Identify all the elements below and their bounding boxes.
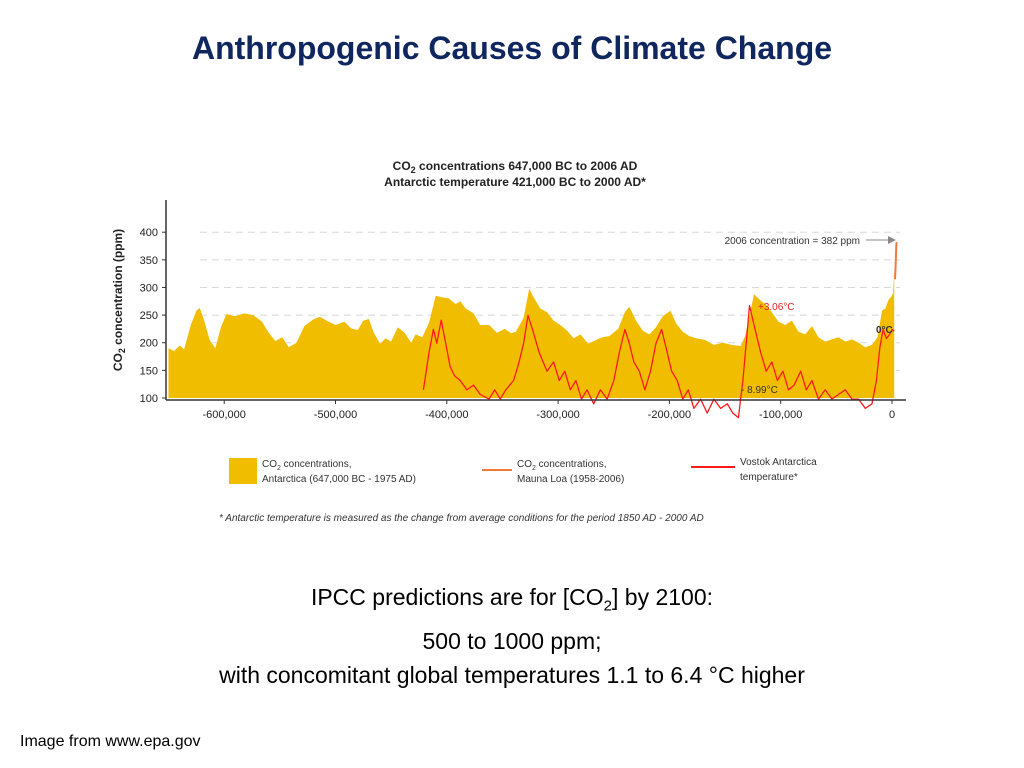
mauna-loa-co2-line <box>894 242 898 280</box>
y-tick-label: 250 <box>140 310 158 322</box>
ipcc-caption: IPCC predictions are for [CO2] by 2100: … <box>0 580 1024 692</box>
mauna-loa-co2-series <box>894 242 898 280</box>
legend: CO2 concentrations, Antarctica (647,000 … <box>229 457 817 485</box>
y-axis-label: CO2 concentration (ppm) <box>111 229 127 371</box>
legend-label-temperature: Vostok Antarctica <box>740 457 817 468</box>
caption-line-3: with concomitant global temperatures 1.1… <box>219 661 805 688</box>
vostok-temperature-series <box>422 304 895 419</box>
svg-text:CO2 concentrations 647,000 BC: CO2 concentrations 647,000 BC to 2006 AD <box>393 159 638 175</box>
svg-text:Antarctica (647,000 BC - 1975: Antarctica (647,000 BC - 1975 AD) <box>262 474 416 485</box>
annotation-zero: 0°C <box>876 325 893 336</box>
svg-text:Mauna Loa (1958-2006): Mauna Loa (1958-2006) <box>517 474 624 485</box>
x-tick-label: -600,000 <box>202 409 245 421</box>
y-tick-label: 400 <box>140 227 158 239</box>
y-tick-label: 350 <box>140 255 158 267</box>
x-tick-label: -100,000 <box>759 409 802 421</box>
y-tick-label: 200 <box>140 338 158 350</box>
antarctica-co2-series <box>168 270 895 398</box>
caption-line-2: 500 to 1000 ppm; <box>422 627 602 654</box>
chart-title: CO2 concentrations 647,000 BC to 2006 AD… <box>384 159 646 189</box>
x-tick-label: -200,000 <box>648 409 691 421</box>
svg-text:Antarctic temperature 421,000: Antarctic temperature 421,000 BC to 2000… <box>384 175 646 189</box>
y-tick-label: 100 <box>140 393 158 405</box>
annotation-2006-concentration: 2006 concentration = 382 ppm <box>725 236 860 247</box>
x-tick-label: -400,000 <box>425 409 468 421</box>
x-tick-label: -500,000 <box>314 409 357 421</box>
legend-label-mauna-loa: CO2 concentrations, <box>517 459 607 472</box>
annotation-arrow <box>866 236 896 244</box>
image-source: Image from www.epa.gov <box>20 733 201 750</box>
chart-footnote: * Antarctic temperature is measured as t… <box>219 513 704 524</box>
y-tick-label: 300 <box>140 282 158 294</box>
annotation-temp-max: +3.06°C <box>758 302 795 313</box>
x-tick-label: -300,000 <box>536 409 579 421</box>
vostok-temperature-line <box>422 304 895 419</box>
chart-axes <box>165 200 906 401</box>
y-tick-label: 150 <box>140 365 158 377</box>
antarctica-co2-area <box>168 270 895 398</box>
legend-label-antarctica: CO2 concentrations, <box>262 459 352 472</box>
svg-text:temperature*: temperature* <box>740 472 798 483</box>
x-axis-ticks: -600,000 -500,000 -400,000 -300,000 -200,000… <box>202 400 895 421</box>
co2-temperature-chart: CO2 concentrations 647,000 BC to 2006 AD… <box>111 159 906 524</box>
caption-line-1: IPCC predictions are for [CO2] by 2100: <box>310 584 714 615</box>
annotation-temp-min: - 8.99°C <box>741 385 778 396</box>
y-axis-ticks: 100 150 200 250 300 350 400 <box>140 227 166 405</box>
x-tick-label: 0 <box>889 409 895 421</box>
legend-swatch-antarctica <box>229 458 257 484</box>
slide-title: Anthropogenic Causes of Climate Change <box>191 30 833 66</box>
